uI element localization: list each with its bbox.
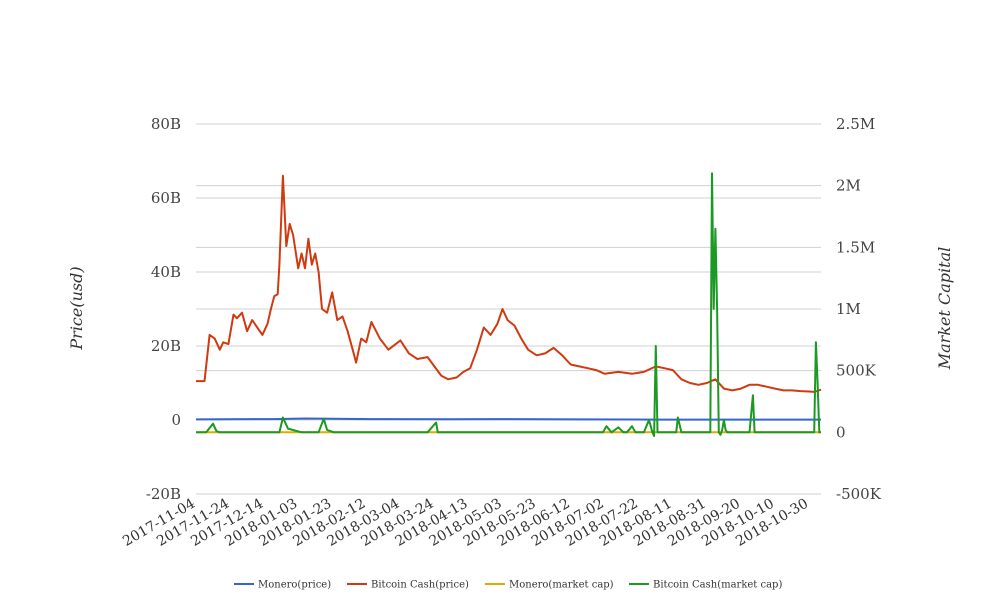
series-line-3 xyxy=(196,172,821,437)
right-tick-label: 500K xyxy=(836,362,877,380)
legend-label: Monero(market cap) xyxy=(509,580,614,591)
gridlines xyxy=(196,123,821,495)
left-tick-label: 40B xyxy=(151,263,181,281)
left-tick-label: 80B xyxy=(151,115,181,133)
series-lines xyxy=(195,172,822,437)
right-tick-label: 2M xyxy=(836,177,861,195)
right-tick-label: 2.5M xyxy=(836,115,875,133)
right-axis-label: Market Capital xyxy=(935,247,954,370)
left-tick-label: -20B xyxy=(146,485,181,503)
legend: Monero(price) Bitcoin Cash(price) Monero(m… xyxy=(234,580,782,591)
right-tick-label: -500K xyxy=(836,485,882,503)
right-tick-label: 1M xyxy=(836,300,861,318)
left-tick-label: 20B xyxy=(151,337,181,355)
left-tick-label: 0 xyxy=(171,411,181,429)
series-line-0 xyxy=(195,417,821,421)
left-tick-label: 60B xyxy=(151,189,181,207)
right-tick-label: 0 xyxy=(836,423,846,441)
left-axis-label: Price(usd) xyxy=(67,266,86,350)
left-axis-ticks: 80B 60B 40B 20B 0 -20B xyxy=(146,115,181,503)
right-axis-ticks: 2.5M 2M 1.5M 1M 500K 0 -500K xyxy=(836,115,882,503)
legend-label: Bitcoin Cash(price) xyxy=(371,580,469,591)
right-tick-label: 1.5M xyxy=(836,238,875,256)
series-line-1 xyxy=(196,174,822,393)
legend-label: Monero(price) xyxy=(258,580,331,591)
legend-label: Bitcoin Cash(market cap) xyxy=(653,580,782,591)
x-axis-ticks: 2017-11-042017-11-242017-12-142018-01-03… xyxy=(120,496,811,550)
